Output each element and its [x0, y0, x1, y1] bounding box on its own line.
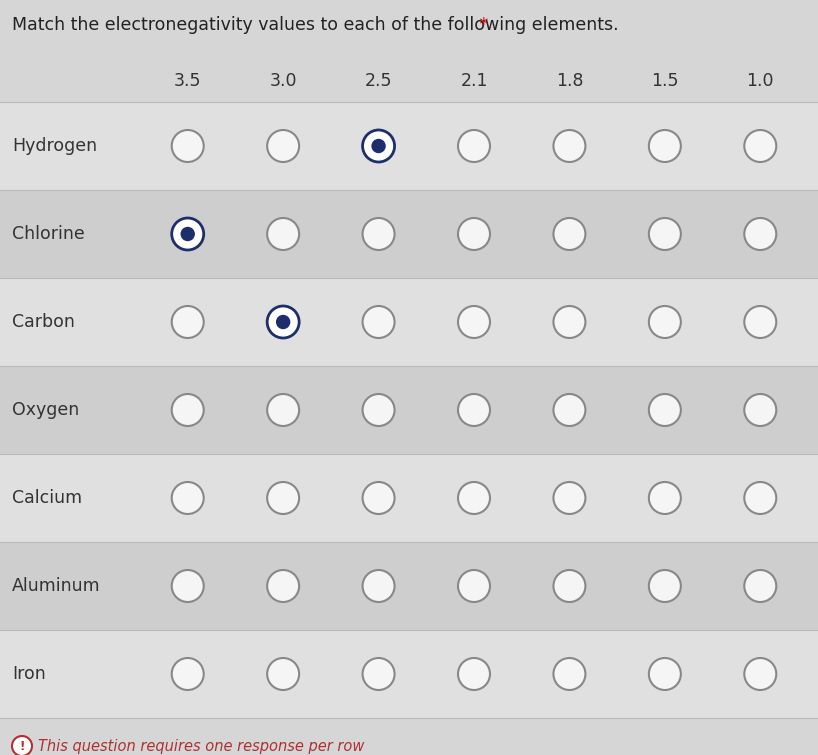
Circle shape — [458, 394, 490, 426]
Text: Hydrogen: Hydrogen — [12, 137, 97, 155]
Text: This question requires one response per row: This question requires one response per … — [38, 738, 364, 753]
Circle shape — [362, 570, 394, 602]
Circle shape — [649, 658, 681, 690]
Circle shape — [744, 658, 776, 690]
Circle shape — [362, 482, 394, 514]
Text: Iron: Iron — [12, 665, 46, 683]
Circle shape — [744, 306, 776, 338]
Circle shape — [267, 130, 299, 162]
Text: Chlorine: Chlorine — [12, 225, 85, 243]
Text: 2.5: 2.5 — [365, 72, 393, 90]
Circle shape — [276, 315, 290, 329]
Text: Carbon: Carbon — [12, 313, 75, 331]
Circle shape — [172, 570, 204, 602]
Text: Calcium: Calcium — [12, 489, 82, 507]
Circle shape — [744, 394, 776, 426]
Circle shape — [458, 658, 490, 690]
Circle shape — [649, 218, 681, 250]
Bar — [0, 190, 818, 278]
Text: !: ! — [20, 739, 25, 753]
Text: Oxygen: Oxygen — [12, 401, 79, 419]
Text: 1.0: 1.0 — [747, 72, 774, 90]
Circle shape — [267, 658, 299, 690]
Circle shape — [458, 570, 490, 602]
Circle shape — [458, 306, 490, 338]
Bar — [0, 366, 818, 454]
Circle shape — [172, 130, 204, 162]
Circle shape — [267, 306, 299, 338]
Bar — [0, 102, 818, 190]
Circle shape — [649, 482, 681, 514]
Text: Aluminum: Aluminum — [12, 577, 101, 595]
Text: 3.0: 3.0 — [269, 72, 297, 90]
Circle shape — [362, 130, 394, 162]
Text: Match the electronegativity values to each of the following elements.: Match the electronegativity values to ea… — [12, 16, 618, 34]
Circle shape — [554, 218, 586, 250]
Circle shape — [362, 658, 394, 690]
Circle shape — [267, 394, 299, 426]
Circle shape — [172, 482, 204, 514]
Circle shape — [649, 394, 681, 426]
Circle shape — [649, 306, 681, 338]
Circle shape — [371, 139, 386, 153]
Bar — [0, 542, 818, 630]
Circle shape — [744, 570, 776, 602]
Circle shape — [458, 482, 490, 514]
Circle shape — [267, 482, 299, 514]
Circle shape — [458, 218, 490, 250]
Circle shape — [744, 130, 776, 162]
Circle shape — [554, 306, 586, 338]
Circle shape — [554, 130, 586, 162]
Circle shape — [172, 218, 204, 250]
Circle shape — [181, 226, 195, 241]
Text: 1.8: 1.8 — [555, 72, 583, 90]
Circle shape — [649, 130, 681, 162]
Bar — [0, 278, 818, 366]
Circle shape — [649, 570, 681, 602]
Bar — [0, 454, 818, 542]
Circle shape — [362, 394, 394, 426]
Text: *: * — [474, 16, 488, 34]
Text: 2.1: 2.1 — [461, 72, 488, 90]
Text: 1.5: 1.5 — [651, 72, 679, 90]
Text: 3.5: 3.5 — [174, 72, 201, 90]
Circle shape — [744, 482, 776, 514]
Circle shape — [172, 658, 204, 690]
Circle shape — [554, 658, 586, 690]
Circle shape — [172, 306, 204, 338]
Circle shape — [172, 394, 204, 426]
Circle shape — [362, 306, 394, 338]
Circle shape — [744, 218, 776, 250]
Bar — [0, 60, 818, 102]
Circle shape — [554, 394, 586, 426]
Circle shape — [267, 218, 299, 250]
Circle shape — [554, 570, 586, 602]
Circle shape — [362, 218, 394, 250]
Circle shape — [554, 482, 586, 514]
Circle shape — [458, 130, 490, 162]
Circle shape — [267, 570, 299, 602]
Circle shape — [12, 736, 32, 755]
Bar — [0, 630, 818, 718]
